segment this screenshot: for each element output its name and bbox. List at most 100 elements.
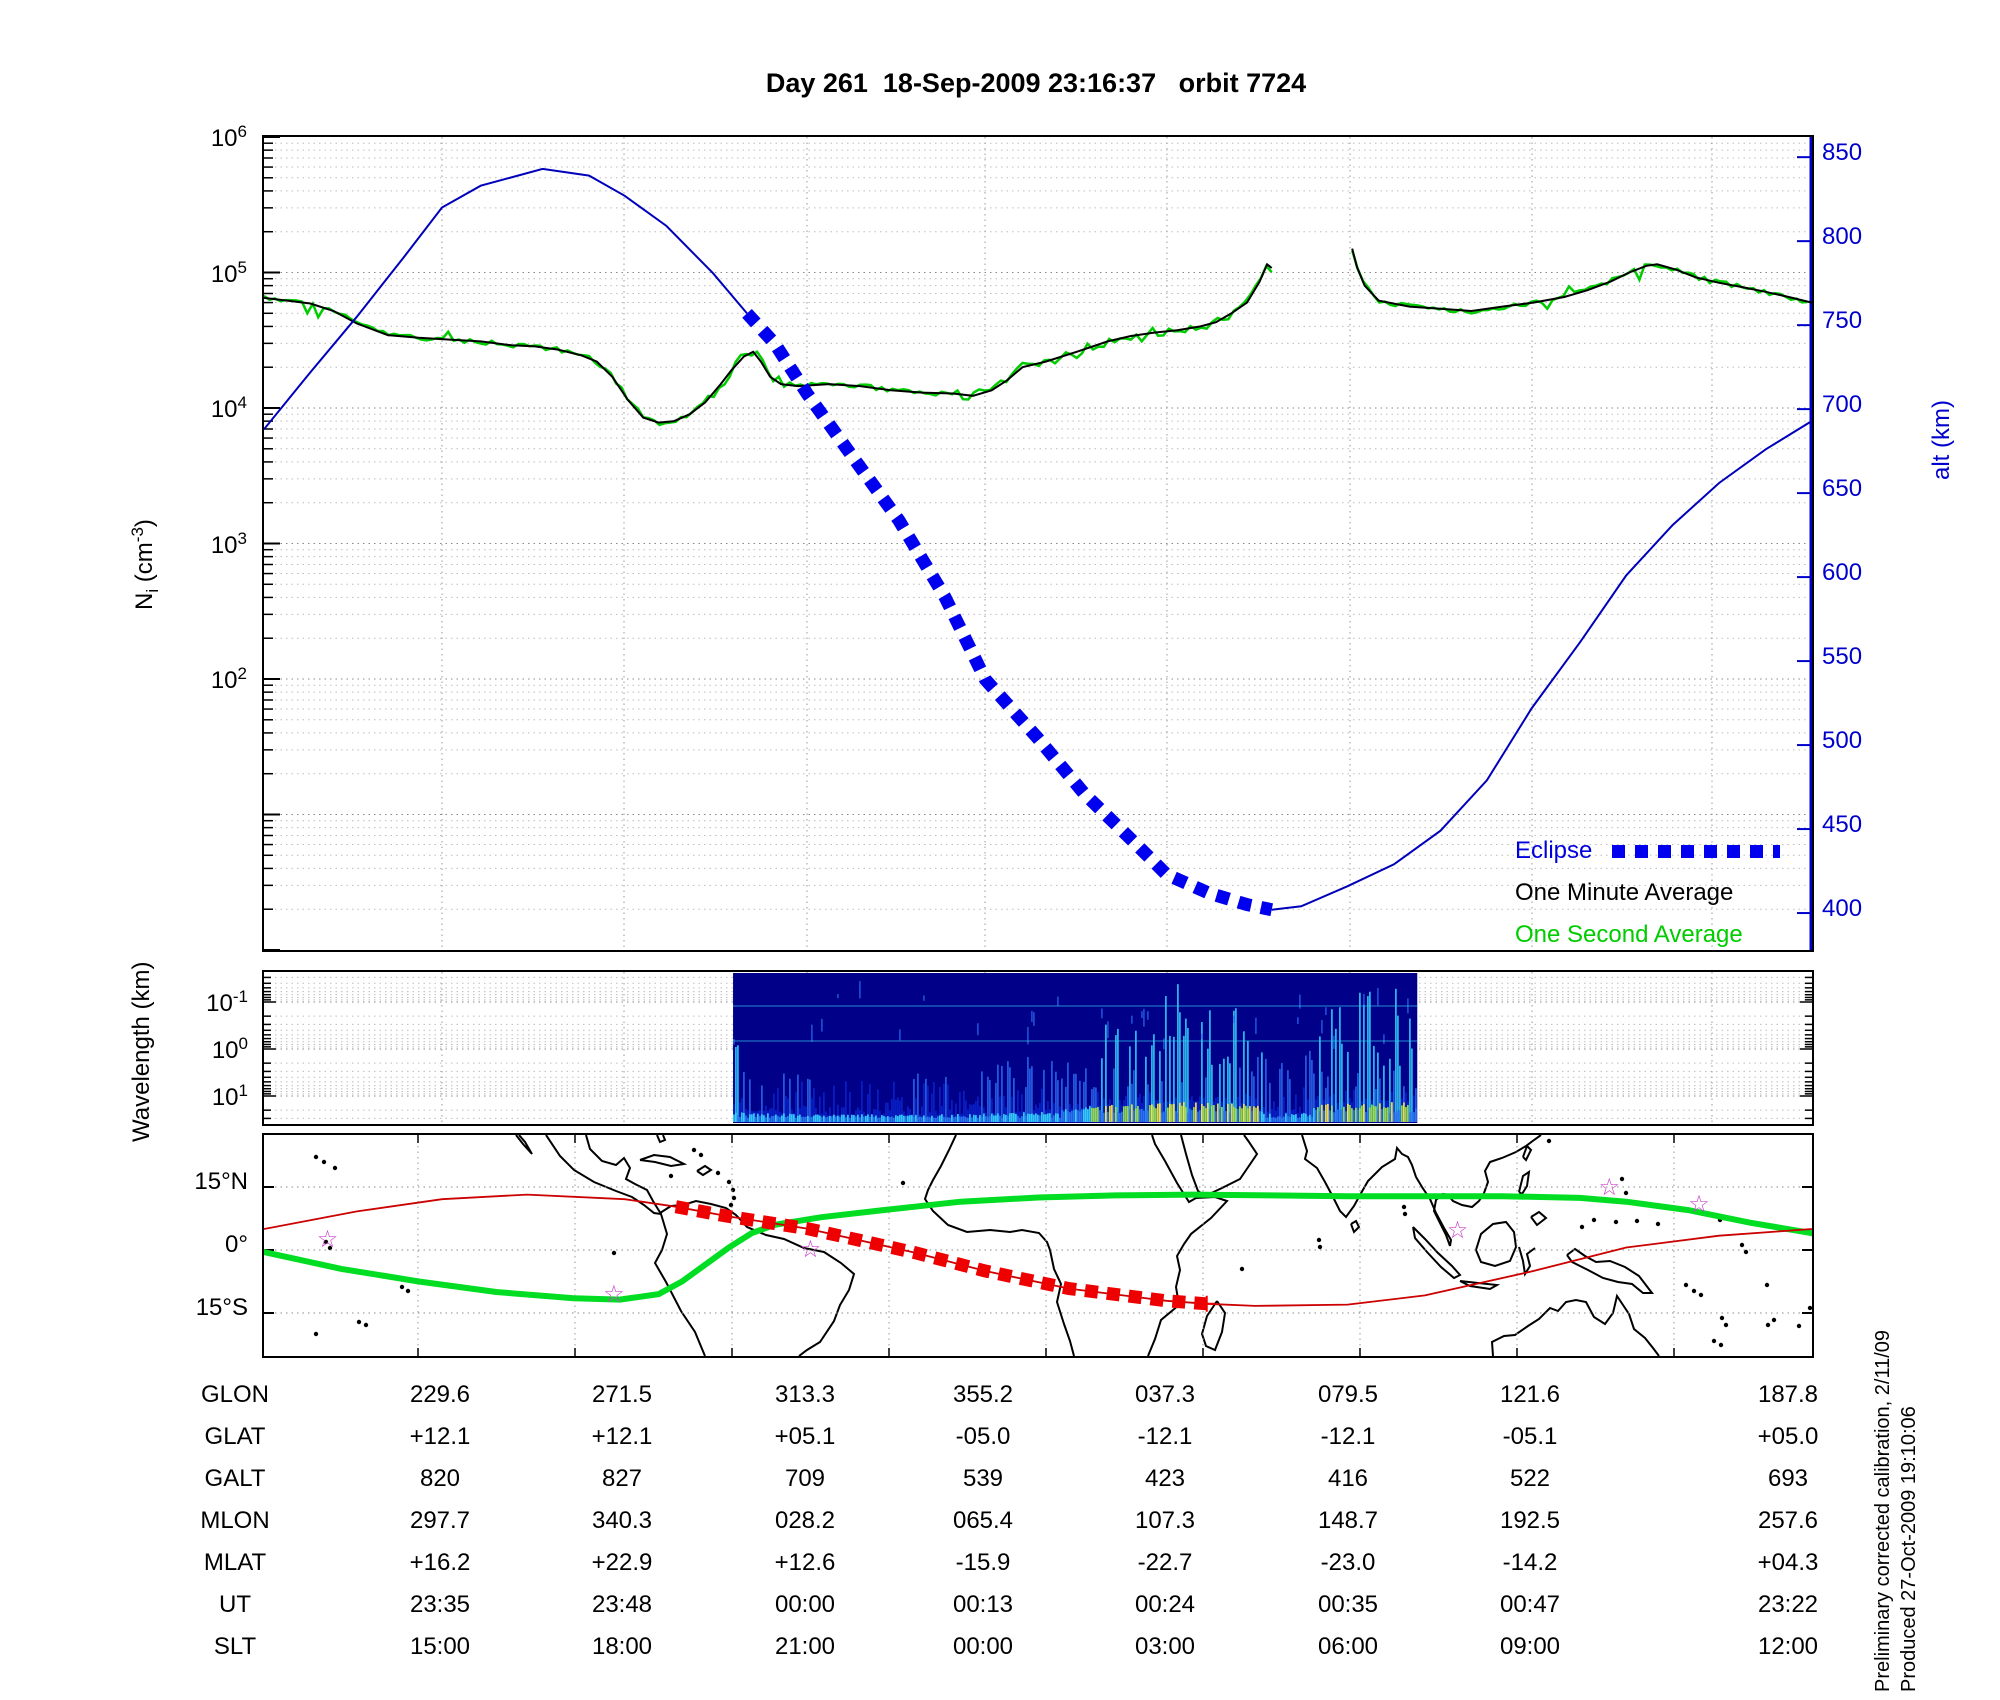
wavelength-spectrogram-plot (262, 970, 1814, 1126)
table-cell-SLT-1: 18:00 (591, 1633, 653, 1660)
ground-track-map: ☆ ☆ ☆ ☆ ☆ ☆ (262, 1133, 1814, 1358)
table-cell-GALT-3: 539 (962, 1465, 1004, 1492)
y-axis-label-ion-density: Ni (cm-3) (128, 519, 162, 610)
altitude-solid-segment (264, 167, 748, 430)
table-cell-GALT-6: 522 (1509, 1465, 1551, 1492)
legend-label-one-second: One Second Average (1515, 921, 1743, 948)
star-marker-5: ☆ (1688, 1191, 1710, 1218)
alt-tick-label-600: 600 (1822, 559, 1863, 587)
ni-tick-label-1e3: 103 (210, 528, 247, 559)
star-marker-0: ☆ (317, 1226, 339, 1253)
table-cell-SLT-0: 15:00 (409, 1633, 471, 1660)
one-second-average-curve (1351, 250, 1808, 315)
table-cell-GLAT-2: +05.1 (774, 1423, 836, 1450)
footer-calibration-note: Preliminary corrected calibration, 2/11/… (1872, 1329, 1894, 1692)
table-cell-MLAT-4: -22.7 (1137, 1549, 1193, 1576)
table-cell-GLAT-7: +05.0 (1757, 1423, 1819, 1450)
table-cell-UT-2: 00:00 (774, 1591, 836, 1618)
table-cell-GLON-0: 229.6 (409, 1381, 471, 1408)
island-dots (313, 1138, 1812, 1348)
wavelength-tick-label-1e1: 101 (211, 1081, 248, 1111)
alt-tick-label-450: 450 (1822, 811, 1863, 839)
star-marker-4: ☆ (1598, 1174, 1620, 1201)
table-cell-GLAT-0: +12.1 (409, 1423, 471, 1450)
table-row-label-GALT: GALT (204, 1465, 266, 1492)
table-cell-UT-6: 00:47 (1499, 1591, 1561, 1618)
table-cell-GLON-4: 037.3 (1134, 1381, 1196, 1408)
alt-tick-label-400: 400 (1822, 895, 1863, 923)
table-cell-UT-4: 00:24 (1134, 1591, 1196, 1618)
alt-tick-label-700: 700 (1822, 391, 1863, 419)
table-cell-UT-5: 00:35 (1317, 1591, 1379, 1618)
wavelength-tick-label-1e-1: 10-1 (206, 987, 248, 1017)
table-cell-MLAT-3: -15.9 (955, 1549, 1011, 1576)
ni-tick-label-1e4: 104 (210, 393, 247, 423)
table-cell-GLON-5: 079.5 (1317, 1381, 1379, 1408)
ni-tick-label-1e2: 102 (210, 664, 247, 694)
table-cell-GLON-3: 355.2 (952, 1381, 1014, 1408)
table-row-label-GLAT: GLAT (204, 1423, 266, 1450)
table-cell-SLT-4: 03:00 (1134, 1633, 1196, 1660)
table-cell-GALT-5: 416 (1327, 1465, 1369, 1492)
one-second-average-curve (264, 263, 1273, 427)
star-marker-3: ☆ (1447, 1217, 1469, 1244)
table-row-label-MLAT: MLAT (203, 1549, 267, 1576)
table-cell-MLAT-0: +16.2 (409, 1549, 471, 1576)
ion-density-altitude-plot (262, 135, 1814, 952)
legend-item-eclipse: Eclipse (1515, 830, 1781, 872)
table-cell-MLAT-5: -23.0 (1320, 1549, 1376, 1576)
table-cell-GALT-1: 827 (601, 1465, 643, 1492)
table-cell-GLAT-6: -05.1 (1502, 1423, 1558, 1450)
table-cell-MLAT-2: +12.6 (774, 1549, 836, 1576)
coastlines (515, 1135, 1660, 1356)
table-cell-MLON-1: 340.3 (591, 1507, 653, 1534)
map-gridlines (264, 1135, 1812, 1356)
map-lat-label-1: 0° (225, 1231, 248, 1258)
table-cell-GLON-2: 313.3 (774, 1381, 836, 1408)
table-cell-GLON-1: 271.5 (591, 1381, 653, 1408)
table-cell-MLON-4: 107.3 (1134, 1507, 1196, 1534)
legend-item-one-second: One Second Average (1515, 914, 1780, 956)
table-cell-GALT-2: 709 (784, 1465, 826, 1492)
top-plot-gridlines (264, 137, 1812, 950)
alt-tick-label-500: 500 (1822, 727, 1863, 755)
legend: Eclipse One Minute Average One Second Av… (1515, 830, 1781, 956)
table-cell-GLON-6: 121.6 (1499, 1381, 1561, 1408)
table-cell-SLT-3: 00:00 (952, 1633, 1014, 1660)
wavelength-tick-label-1e0: 100 (211, 1034, 248, 1064)
table-cell-GLAT-1: +12.1 (591, 1423, 653, 1450)
table-cell-GALT-7: 693 (1767, 1465, 1809, 1492)
table-cell-MLON-7: 257.6 (1757, 1507, 1819, 1534)
ground-track-eclipse-dashed (674, 1200, 1208, 1311)
legend-item-one-minute: One Minute Average (1515, 872, 1780, 914)
table-cell-SLT-2: 21:00 (774, 1633, 836, 1660)
map-lat-label-2: 15°S (195, 1294, 248, 1321)
star-marker-2: ☆ (800, 1236, 822, 1263)
eclipse-end-cross-marker (1198, 1295, 1215, 1312)
table-cell-MLON-3: 065.4 (952, 1507, 1014, 1534)
ni-tick-label-1e5: 105 (210, 257, 247, 288)
table-cell-MLON-2: 028.2 (774, 1507, 836, 1534)
y-axis-label-altitude: alt (km) (1928, 400, 1955, 480)
table-row-label-MLON: MLON (200, 1507, 270, 1534)
table-cell-MLON-5: 148.7 (1317, 1507, 1379, 1534)
table-cell-UT-0: 23:35 (409, 1591, 471, 1618)
ion-density-curves (264, 248, 1812, 427)
table-cell-UT-3: 00:13 (952, 1591, 1014, 1618)
table-cell-GLAT-3: -05.0 (955, 1423, 1011, 1450)
table-cell-GALT-0: 820 (419, 1465, 461, 1492)
table-cell-SLT-7: 12:00 (1757, 1633, 1819, 1660)
legend-eclipse-dash-sample (1612, 844, 1781, 858)
figure-title: Day 261 18-Sep-2009 23:16:37 orbit 7724 (765, 68, 1307, 98)
eclipse-dashed-segment (742, 308, 1274, 917)
alt-tick-label-800: 800 (1822, 223, 1863, 251)
table-row-label-GLON: GLON (200, 1381, 269, 1408)
table-cell-GLAT-4: -12.1 (1137, 1423, 1193, 1450)
table-cell-MLAT-6: -14.2 (1502, 1549, 1558, 1576)
table-cell-MLAT-7: +04.3 (1757, 1549, 1819, 1576)
table-cell-SLT-5: 06:00 (1317, 1633, 1379, 1660)
footer-produced-note: Produced 27-Oct-2009 19:10:06 (1898, 1406, 1920, 1692)
ni-tick-label-1e6: 106 (210, 122, 247, 152)
table-cell-GALT-4: 423 (1144, 1465, 1186, 1492)
